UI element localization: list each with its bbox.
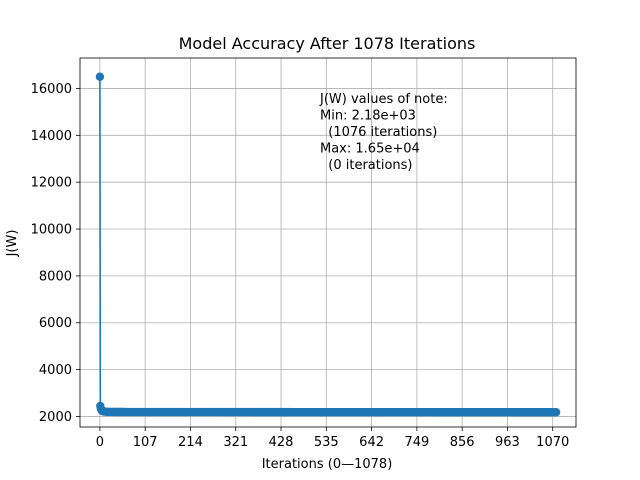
x-tick-label: 0	[96, 435, 104, 450]
y-tick-label: 12000	[31, 176, 72, 191]
x-tick-label: 749	[404, 435, 429, 450]
annotation-line: J(W) values of note:	[319, 92, 448, 107]
x-tick-label: 856	[450, 435, 475, 450]
x-axis-ticks: 0 107 214 321 428 535 642 749 856 963 1070	[96, 427, 569, 450]
y-tick-label: 6000	[39, 316, 72, 331]
x-tick-label: 1070	[536, 435, 569, 450]
y-tick-label: 2000	[39, 410, 72, 425]
y-tick-label: 10000	[31, 223, 72, 238]
plot-frame	[79, 57, 577, 428]
x-tick-label: 963	[495, 435, 520, 450]
series-line	[95, 72, 561, 417]
x-axis-label: Iterations (0—1078)	[262, 457, 393, 472]
data-point	[551, 408, 561, 417]
annotation-line: Max: 1.65e+04	[320, 142, 420, 157]
y-tick-label: 14000	[31, 129, 72, 144]
grid	[80, 58, 576, 427]
x-tick-label: 321	[223, 435, 248, 450]
x-tick-label: 428	[269, 435, 294, 450]
annotation-line: Min: 2.18e+03	[320, 109, 416, 124]
data-point	[95, 72, 105, 81]
x-tick-label: 535	[314, 435, 339, 450]
y-axis-label: J(W)	[5, 230, 20, 258]
annotation-line: (0 iterations)	[320, 158, 413, 173]
y-tick-label: 16000	[31, 82, 72, 97]
y-tick-label: 8000	[39, 269, 72, 284]
annotation-box: J(W) values of note: Min: 2.18e+03 (1076 …	[319, 92, 448, 173]
chart-title: Model Accuracy After 1078 Iterations	[179, 34, 476, 53]
x-tick-label: 642	[359, 435, 384, 450]
annotation-line: (1076 iterations)	[320, 125, 437, 140]
y-tick-label: 4000	[39, 363, 72, 378]
y-axis-ticks: 2000 4000 6000 8000 10000 12000 14000 16000	[31, 82, 80, 425]
x-tick-label: 214	[178, 435, 203, 450]
x-tick-label: 107	[133, 435, 158, 450]
